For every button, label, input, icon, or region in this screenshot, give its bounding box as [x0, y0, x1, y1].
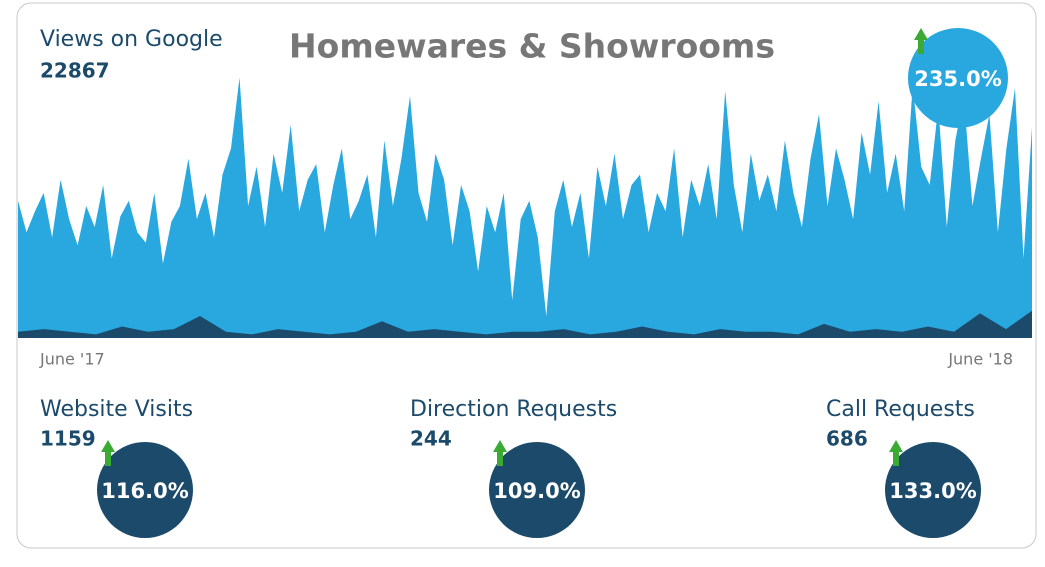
title: Homewares & Showrooms [289, 27, 775, 66]
metric-value: 1159 [40, 427, 96, 451]
up-arrow [101, 440, 115, 466]
area [18, 77, 1032, 337]
metric-value: 244 [410, 427, 452, 451]
metric-value: 686 [826, 427, 868, 451]
views-value: 22867 [40, 59, 110, 83]
metric-label: Call Requests [826, 397, 975, 422]
metric-change: 133.0% [889, 479, 976, 503]
metric-badge [885, 442, 981, 538]
metric-change: 109.0% [493, 479, 580, 503]
metric-change: 116.0% [101, 479, 188, 503]
metric-label: Direction Requests [410, 397, 617, 422]
views-label: Views on Google [40, 27, 223, 52]
metric-badge [489, 442, 585, 538]
x-label: June '18 [947, 350, 1013, 369]
x-label: June '17 [39, 350, 105, 369]
metric-badge [97, 442, 193, 538]
up-arrow [889, 440, 903, 466]
badge [908, 28, 1008, 128]
metric-label: Website Visits [40, 397, 193, 422]
up-arrow [914, 28, 928, 54]
views-change: 235.0% [914, 67, 1001, 91]
area [18, 310, 1032, 337]
up-arrow [493, 440, 507, 466]
chart: June '17 June '18 [18, 77, 1032, 369]
metrics: Website Visits 1159 116.0% Direction Reques… [40, 397, 981, 538]
